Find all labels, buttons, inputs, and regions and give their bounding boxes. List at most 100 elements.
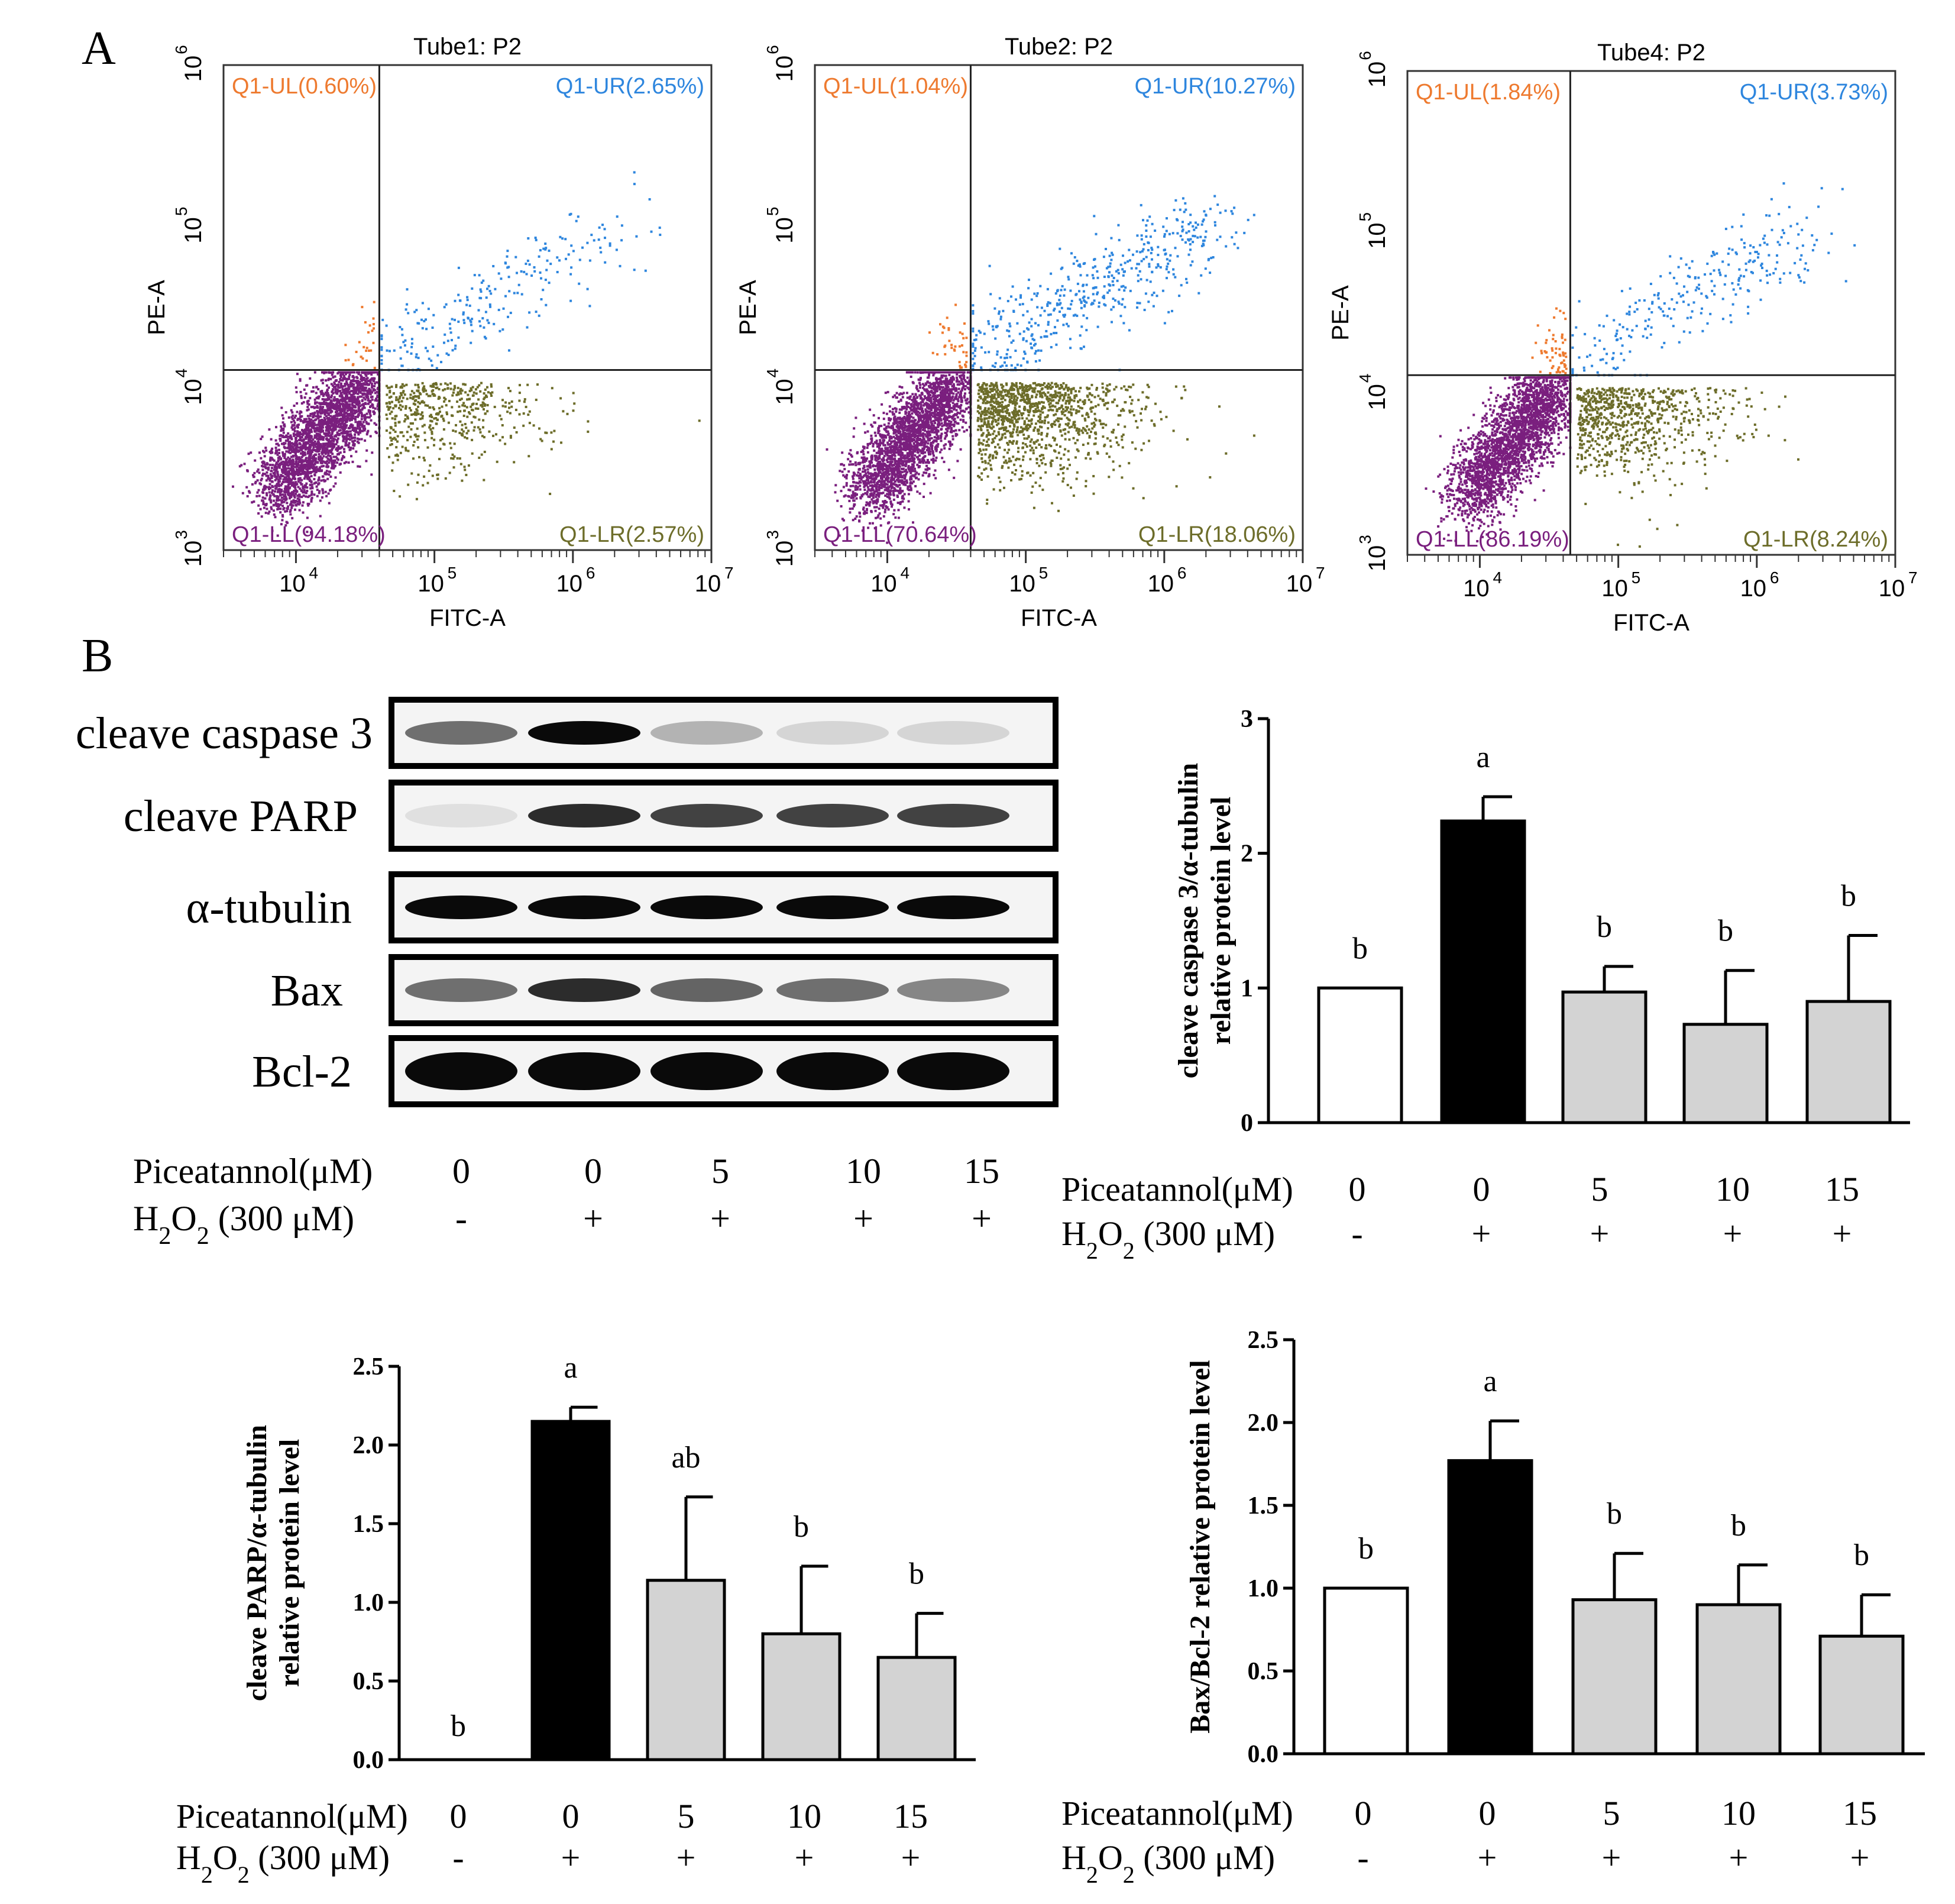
flow-dot-ll: [291, 418, 294, 421]
flow-dot-ll: [358, 422, 361, 425]
flow-dot-ll: [902, 483, 905, 486]
flow-dot-lr: [399, 431, 402, 434]
flow-dot-ll: [332, 371, 335, 374]
flow-dot-ll: [377, 386, 380, 389]
flow-dot-ll: [339, 417, 342, 420]
flow-dot-ll: [373, 410, 375, 413]
flow-dot-ll: [316, 461, 319, 464]
flow-dot-ll: [348, 387, 351, 390]
flow-dot-ll: [328, 473, 331, 476]
flow-dot-ll: [322, 422, 325, 425]
flow-dot-ll: [867, 479, 870, 482]
flow-dot-lr: [400, 393, 403, 396]
flow-dot-ll: [302, 468, 305, 471]
flow-dot-ll: [287, 461, 290, 463]
flow-dot-ll: [310, 500, 313, 503]
flow-dot-ll: [287, 444, 290, 447]
flow-dot-ur: [597, 238, 600, 241]
flow-dot-ll: [310, 531, 312, 534]
flow-dot-ur: [478, 274, 481, 277]
flow-dot-ll: [289, 436, 292, 439]
flow-dot-ll: [281, 519, 284, 522]
flow-dot-ll: [351, 384, 354, 387]
flow-dot-ll: [879, 504, 882, 507]
flow-dot-ll: [326, 421, 329, 423]
flow-dot-ll: [305, 384, 308, 387]
flow-dot-lr: [487, 391, 490, 394]
flow-dot-ll: [316, 434, 319, 437]
flow-dot-ul: [347, 358, 350, 361]
flow-dot-ll: [362, 377, 365, 380]
flow-dot-lr: [447, 421, 450, 424]
flow-dot-ll: [258, 451, 261, 454]
flow-dot-ur: [381, 318, 384, 321]
flow-dot-lr: [551, 387, 554, 390]
flow-dot-ll: [354, 439, 356, 442]
flow-y-tick-exponent: 4: [172, 368, 190, 378]
flow-dot-ll: [308, 451, 310, 454]
flow-dot-ll: [305, 392, 308, 395]
flow-dot-ll: [326, 403, 329, 406]
flow-dot-ll: [330, 403, 333, 406]
flow-dot-lr: [391, 438, 394, 441]
flow-x-tick-exponent: 5: [448, 564, 457, 582]
flow-dot-ll: [329, 475, 332, 478]
flow-dot-lr: [587, 420, 590, 423]
flow-dot-ll: [293, 451, 296, 454]
flow-y-tick-exponent: 6: [172, 45, 190, 54]
flow-dot-ll: [302, 433, 305, 436]
flow-dot-ll: [312, 416, 315, 418]
flow-dot-ll: [953, 476, 956, 479]
flow-dot-ll: [246, 469, 249, 472]
flow-dot-lr: [422, 390, 425, 393]
flow-dot-ll: [324, 418, 326, 421]
flow-dot-ll: [305, 457, 308, 460]
flow-dot-ll: [362, 396, 365, 399]
flow-dot-ll: [345, 395, 348, 397]
flow-dot-ll: [332, 437, 335, 440]
flow-dot-lr: [418, 455, 420, 458]
flow-dot-ll: [370, 371, 373, 374]
flow-dot-lr: [518, 413, 521, 416]
flow-dot-ll: [292, 472, 294, 475]
flow-dot-ll: [342, 418, 345, 421]
flow-dot-ll: [283, 490, 286, 493]
flow-dot-ur: [590, 234, 593, 237]
flow-dot-ll: [348, 400, 351, 403]
flow-dot-ur: [386, 349, 389, 352]
flow-dot-lr: [421, 411, 423, 414]
flow-dot-ll: [283, 468, 286, 471]
flow-dot-ll: [319, 390, 322, 393]
flow-dot-ll: [260, 457, 263, 460]
flow-dot-ll: [313, 468, 315, 471]
flow-dot-lr: [435, 383, 438, 386]
flow-dot-ll: [331, 390, 334, 393]
flow-dot-ll: [343, 437, 346, 440]
flow-dot-lr: [508, 402, 511, 405]
flow-dot-ll: [279, 477, 282, 480]
flow-dot-ll: [342, 407, 345, 410]
flow-dot-ll: [326, 418, 329, 421]
flow-dot-lr: [490, 395, 493, 397]
flow-dot-ll: [276, 442, 279, 445]
flow-dot-ll: [264, 467, 267, 470]
flow-dot-ll: [342, 416, 345, 419]
flow-dot-lr: [461, 479, 464, 482]
flow-dot-ur: [599, 246, 602, 249]
flow-dot-ul: [372, 341, 375, 344]
flow-dot-ll: [368, 383, 370, 386]
flow-dot-ur: [393, 349, 396, 352]
flow-dot-lr: [479, 390, 482, 393]
flow-dot-ur: [454, 318, 456, 321]
flow-dot-ll: [344, 406, 347, 409]
flow-dot-lr: [429, 395, 432, 397]
flow-dot-ll: [300, 479, 303, 481]
flow-dot-ll: [955, 409, 958, 412]
flow-dot-ll: [339, 392, 342, 395]
flow-dot-ll: [360, 383, 363, 386]
flow-dot-ll: [376, 371, 378, 374]
flow-dot-ll: [318, 424, 321, 426]
flow-dot-lr: [509, 412, 512, 415]
flow-dot-ll: [872, 464, 875, 467]
flow-dot-ll: [964, 421, 967, 424]
